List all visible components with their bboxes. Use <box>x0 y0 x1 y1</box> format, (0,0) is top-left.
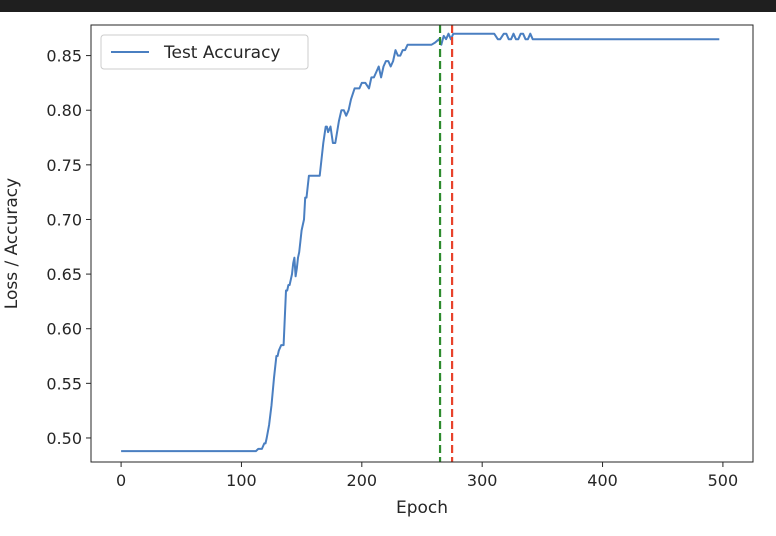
x-axis-label: Epoch <box>396 498 448 518</box>
y-tick-label: 0.55 <box>46 374 82 393</box>
y-axis-label: Loss / Accuracy <box>2 178 22 309</box>
legend-box <box>100 34 309 70</box>
y-tick-label: 0.65 <box>46 265 82 284</box>
vertical-lines <box>438 25 454 462</box>
y-tick-label: 0.50 <box>46 429 82 448</box>
x-axis-ticks: 0 100 200 300 400 500 <box>116 462 738 490</box>
x-tick-label: 200 <box>347 471 378 490</box>
legend: Test Accuracy <box>100 34 309 70</box>
x-tick-label: 300 <box>467 471 498 490</box>
plot-area-frame <box>90 24 754 463</box>
series-layer <box>121 32 720 453</box>
y-tick-label: 0.80 <box>46 101 82 120</box>
series-line-test-accuracy <box>121 32 720 453</box>
line-chart: 0 100 200 300 400 500 0.50 0.55 0.60 0.65 0.70 0.7… <box>2 24 754 518</box>
x-tick-label: 0 <box>116 471 126 490</box>
x-tick-label: 400 <box>587 471 618 490</box>
x-tick-label: 500 <box>708 471 739 490</box>
y-tick-label: 0.75 <box>46 156 82 175</box>
y-tick-label: 0.60 <box>46 320 82 339</box>
y-axis-ticks: 0.50 0.55 0.60 0.65 0.70 0.75 0.80 0.85 <box>46 47 91 448</box>
x-tick-label: 100 <box>226 471 257 490</box>
y-tick-label: 0.70 <box>46 210 82 229</box>
plot-window: 0 100 200 300 400 500 0.50 0.55 0.60 0.65 0.70 0.7… <box>0 12 776 536</box>
legend-entry-test-accuracy: Test Accuracy <box>163 43 281 63</box>
y-tick-label: 0.85 <box>46 47 82 66</box>
